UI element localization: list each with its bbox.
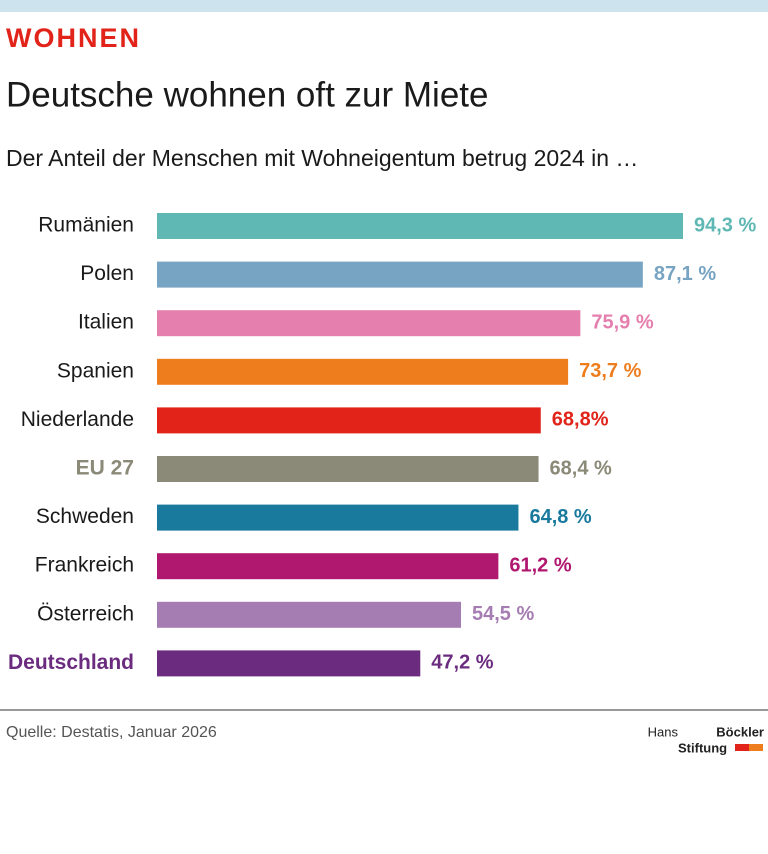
bar: [157, 261, 643, 288]
category-label: Niederlande: [21, 408, 134, 431]
value-label: 64,8 %: [529, 506, 591, 528]
value-label: 61,2 %: [509, 554, 571, 576]
logo-mark: [735, 744, 749, 751]
category-label: Spanien: [57, 359, 134, 382]
category-label: Frankreich: [35, 554, 134, 577]
chart-title: Deutsche wohnen oft zur Miete: [6, 75, 488, 114]
value-label: 47,2 %: [431, 652, 493, 674]
top-band: [0, 0, 768, 12]
category-label: Österreich: [37, 602, 134, 625]
bar: [157, 456, 539, 482]
bar: [157, 310, 581, 337]
source: Quelle: Destatis, Januar 2026: [6, 724, 217, 741]
logo-text: Stiftung: [678, 740, 727, 755]
bar: [157, 650, 421, 677]
value-label: 73,7 %: [579, 360, 641, 382]
logo-text: Böckler: [716, 724, 764, 739]
category-label: Deutschland: [8, 651, 134, 674]
value-label: 68,8%: [552, 409, 609, 431]
logo-text: Hans: [648, 724, 679, 739]
category-label: EU 27: [76, 457, 134, 480]
value-label: 87,1 %: [654, 263, 716, 285]
category-label: Polen: [80, 262, 134, 285]
bar: [157, 504, 519, 531]
value-label: 68,4 %: [550, 457, 612, 479]
bar: [157, 213, 684, 239]
category-label: Schweden: [36, 505, 134, 528]
bar: [157, 601, 462, 628]
logo-mark: [749, 744, 763, 751]
value-label: 94,3 %: [694, 214, 756, 236]
bar: [157, 553, 499, 580]
bar: [157, 407, 541, 434]
category-label: Italien: [78, 311, 134, 334]
logo: Hans Böckler Stiftung: [648, 724, 764, 755]
category-label: Rumänien: [38, 214, 134, 237]
bar: [157, 358, 569, 385]
kicker: WOHNEN: [6, 23, 141, 53]
value-label: 75,9 %: [591, 311, 653, 333]
value-label: 54,5 %: [472, 603, 534, 625]
chart-subtitle: Der Anteil der Menschen mit Wohneigentum…: [6, 145, 638, 171]
